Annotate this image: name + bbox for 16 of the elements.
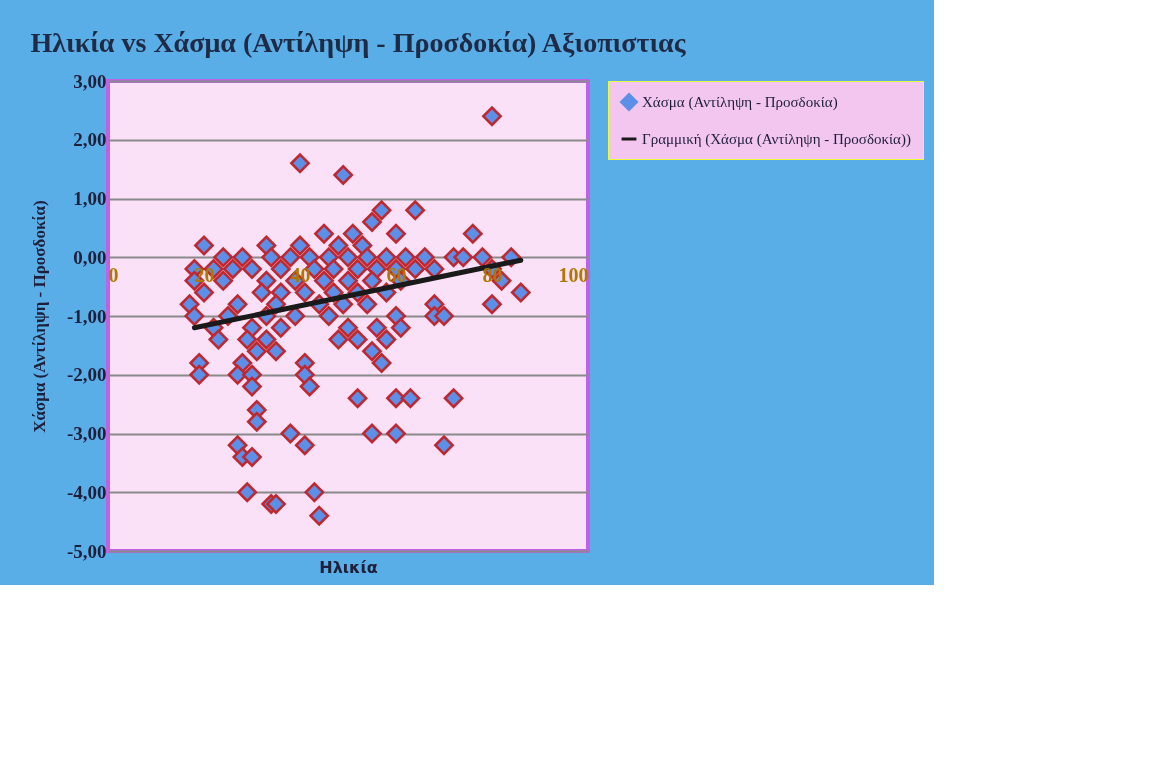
chart-title: Ηλικία vs Χάσμα (Αντίληψη - Προσδοκία) Αξιοπιστιας — [30, 27, 687, 58]
y-tick-label: -2,00 — [66, 364, 107, 386]
legend-label: Γραμμική (Χάσμα (Αντίληψη - Προσδοκία)) — [642, 131, 911, 148]
x-axis-title: Ηλικία — [319, 557, 378, 577]
x-tick-label: 0 — [108, 263, 119, 286]
y-axis-title: Χάσμα (Αντίληψη - Προσδοκία) — [29, 200, 49, 433]
y-tick-label: -4,00 — [66, 481, 107, 503]
y-tick-label: -1,00 — [66, 305, 107, 327]
y-tick-label: -5,00 — [66, 540, 107, 562]
y-tick-label: 1,00 — [73, 188, 107, 209]
y-tick-label: 3,00 — [73, 70, 107, 92]
y-tick-label: 0,00 — [73, 246, 107, 268]
y-tick-label: -3,00 — [66, 423, 107, 444]
y-tick-label: 2,00 — [73, 129, 107, 151]
legend-label: Χάσμα (Αντίληψη - Προσδοκία) — [642, 94, 838, 111]
x-tick-label: 100 — [558, 263, 589, 286]
